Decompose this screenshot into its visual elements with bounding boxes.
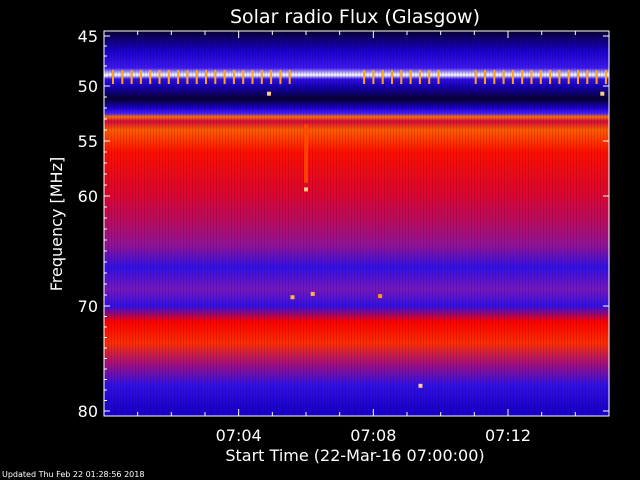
pulse-mark — [288, 70, 291, 84]
pulse-mark — [539, 70, 542, 84]
x-tick-label: 07:04 — [216, 426, 262, 445]
pulse-mark — [363, 70, 366, 84]
y-tick-label: 60 — [78, 187, 98, 206]
pulse-mark — [223, 70, 226, 84]
chart-title: Solar radio Flux (Glasgow) — [230, 6, 480, 28]
pulse-mark — [381, 70, 384, 84]
pulse-mark — [149, 70, 152, 84]
pulse-mark — [484, 70, 486, 84]
pulse-mark — [521, 70, 524, 84]
pulse-mark — [400, 70, 403, 84]
plot-frame — [103, 30, 610, 417]
burst-point — [378, 294, 383, 299]
pulse-mark — [186, 70, 189, 84]
pulse-mark — [270, 70, 273, 84]
y-tick-label: 55 — [78, 132, 98, 151]
pulse-mark — [205, 70, 207, 84]
pulse-mark — [167, 70, 170, 84]
pulse-mark — [604, 70, 607, 84]
pulse-mark — [567, 70, 570, 84]
burst-point — [290, 295, 295, 300]
pulse-mark — [595, 70, 598, 84]
pulse-mark — [177, 70, 180, 84]
burst-layer — [267, 91, 605, 388]
x-tick-label: 07:12 — [485, 426, 531, 445]
pulse-mark — [121, 70, 124, 84]
pulse-mark — [391, 70, 393, 84]
pulse-mark — [493, 70, 496, 84]
pulse-mark — [112, 70, 114, 84]
periodic-pulse-layer — [112, 70, 607, 183]
pulse-mark — [502, 70, 505, 84]
y-axis-label: Frequency [MHz] — [47, 157, 66, 291]
pulse-mark — [418, 70, 421, 84]
pulse-mark — [279, 70, 282, 84]
burst-point — [310, 291, 315, 296]
y-tick-label: 45 — [78, 27, 98, 46]
burst-point — [600, 91, 605, 96]
pulse-mark — [158, 70, 161, 84]
pulse-mark — [549, 70, 552, 84]
pulse-mark — [577, 70, 579, 84]
x-axis: 07:04 07:08 07:12 — [137, 31, 576, 445]
x-axis-label: Start Time (22-Mar-16 07:00:00) — [225, 446, 484, 465]
pulse-mark — [242, 70, 245, 84]
pulse-mark — [214, 70, 217, 84]
burst-point — [304, 187, 308, 192]
pulse-mark — [586, 70, 589, 84]
plot-area — [103, 30, 610, 417]
burst-point — [267, 91, 271, 96]
plot-time-streaks — [104, 31, 609, 416]
pulse-mark — [251, 70, 254, 84]
pulse-mark — [530, 70, 533, 84]
pulse-mark — [558, 70, 561, 84]
pulse-mark — [139, 70, 142, 84]
pulse-mark — [372, 70, 375, 84]
pulse-mark — [195, 70, 198, 84]
pulse-mark — [409, 70, 412, 84]
y-tick-label: 50 — [78, 77, 98, 96]
burst-point — [418, 383, 423, 388]
pulse-mark — [232, 70, 235, 84]
x-tick-label: 07:08 — [350, 426, 396, 445]
pulse-mark — [428, 70, 431, 84]
burst-streak — [304, 124, 308, 183]
y-tick-label: 70 — [78, 297, 98, 316]
pulse-mark — [260, 70, 263, 84]
y-axis: 45 50 55 60 70 80 — [78, 27, 609, 421]
y-tick-label: 80 — [78, 402, 98, 421]
updated-footer: Updated Thu Feb 22 01:28:56 2018 — [2, 470, 145, 479]
pulse-mark — [437, 70, 440, 84]
pulse-mark — [511, 70, 514, 84]
pulse-mark — [130, 70, 133, 84]
pulse-mark — [474, 70, 477, 84]
